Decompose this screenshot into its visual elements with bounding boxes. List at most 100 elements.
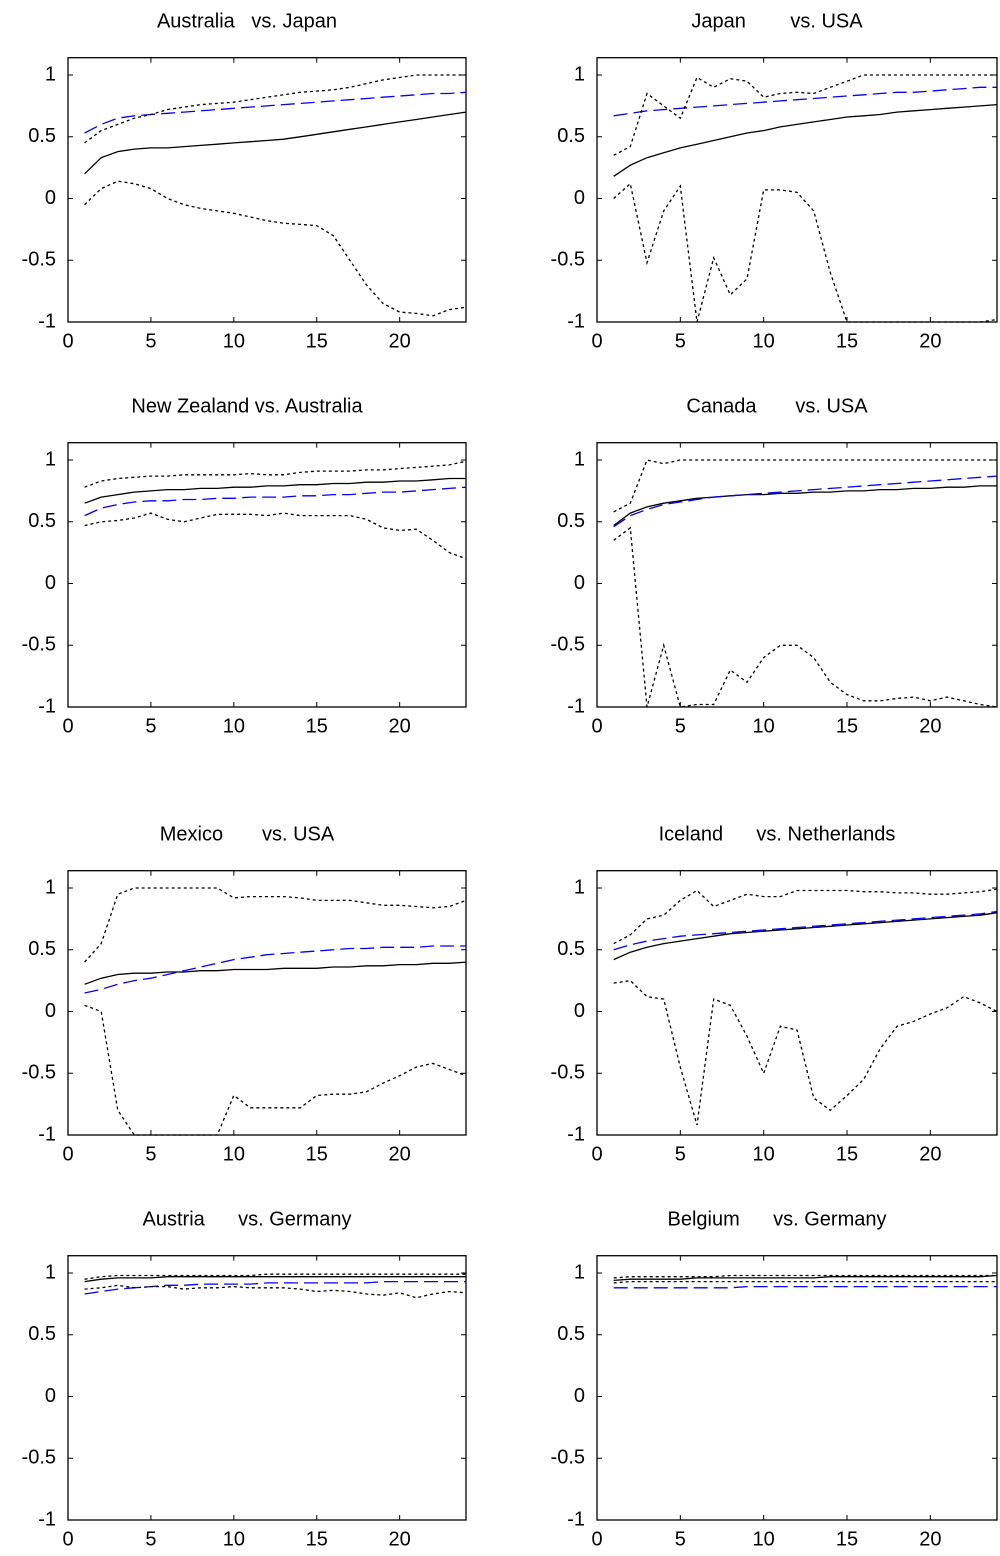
y-tick-label: 0 (574, 187, 585, 209)
x-tick-label: 0 (591, 715, 602, 737)
x-tick-label: 20 (919, 1143, 941, 1165)
x-tick-label: 20 (919, 330, 941, 352)
y-tick-label: -0.5 (22, 249, 56, 271)
y-tick-label: -1 (567, 1123, 585, 1145)
x-tick-label: 15 (836, 1528, 858, 1550)
x-tick-label: 5 (145, 1143, 156, 1165)
series-line (613, 888, 998, 945)
x-tick-label: 20 (389, 330, 411, 352)
y-tick-label: 0 (574, 1385, 585, 1407)
series-line (84, 945, 466, 994)
series-line (613, 1285, 997, 1289)
plot-frame (67, 1255, 467, 1521)
y-tick-label: 0.5 (28, 938, 56, 960)
x-tick-label: 0 (62, 1143, 73, 1165)
series-line (613, 86, 997, 117)
series-line (613, 912, 998, 961)
x-tick-label: 5 (675, 1528, 686, 1550)
x-tick-label: 15 (306, 1143, 328, 1165)
y-tick-label: 0.5 (28, 1323, 56, 1345)
y-tick-label: -0.5 (551, 1447, 585, 1469)
x-tick-label: 0 (62, 330, 73, 352)
y-tick-label: -1 (38, 1508, 56, 1530)
y-tick-label: -1 (567, 1508, 585, 1530)
y-tick-label: 1 (574, 63, 585, 85)
y-tick-label: 0 (45, 187, 56, 209)
x-tick-label: 10 (753, 330, 775, 352)
series-line (84, 74, 466, 144)
x-tick-label: 20 (389, 1143, 411, 1165)
series-line (84, 111, 467, 175)
x-tick-label: 0 (591, 1528, 602, 1550)
x-tick-label: 5 (675, 715, 686, 737)
plot-frame (596, 1255, 998, 1521)
x-tick-label: 20 (389, 715, 411, 737)
series-line (84, 1004, 467, 1136)
x-tick-label: 10 (223, 1528, 245, 1550)
y-tick-label: 0 (574, 572, 585, 594)
y-tick-label: 1 (574, 876, 585, 898)
x-tick-label: 5 (675, 330, 686, 352)
x-tick-label: 10 (223, 715, 245, 737)
x-tick-label: 0 (62, 1528, 73, 1550)
series-line (613, 1274, 998, 1282)
y-tick-label: 1 (574, 448, 585, 470)
x-tick-label: 5 (675, 1143, 686, 1165)
series-line (613, 74, 997, 156)
y-tick-label: -0.5 (551, 634, 585, 656)
plot-frame (596, 57, 998, 323)
y-tick-label: -0.5 (22, 1447, 56, 1469)
chart-title: Iceland vs. Netherlands (659, 823, 896, 845)
series-line (613, 485, 997, 527)
y-tick-label: 0.5 (557, 938, 585, 960)
x-tick-label: 10 (753, 715, 775, 737)
chart-title: Japan vs. USA (691, 10, 863, 32)
x-tick-label: 15 (306, 1528, 328, 1550)
series-line (613, 182, 998, 323)
series-line (84, 1280, 466, 1295)
y-tick-label: 1 (45, 1261, 56, 1283)
x-tick-label: 0 (591, 330, 602, 352)
chart-title: Mexico vs. USA (160, 823, 335, 845)
y-tick-label: 1 (45, 63, 56, 85)
series-line (84, 180, 467, 317)
series-line (613, 1280, 997, 1284)
x-tick-label: 5 (145, 330, 156, 352)
series-line (84, 887, 467, 963)
x-tick-label: 15 (306, 715, 328, 737)
series-line (84, 486, 467, 517)
series-line (84, 1273, 466, 1280)
chart-title: Austria vs. Germany (143, 1208, 352, 1230)
y-tick-label: 0 (45, 572, 56, 594)
series-line (613, 459, 997, 513)
y-tick-label: -0.5 (551, 249, 585, 271)
y-tick-label: -0.5 (551, 1062, 585, 1084)
y-tick-label: -0.5 (22, 634, 56, 656)
y-tick-label: -1 (567, 310, 585, 332)
plot-frame (596, 442, 998, 708)
x-tick-label: 10 (753, 1143, 775, 1165)
x-tick-label: 5 (145, 715, 156, 737)
x-tick-label: 15 (306, 330, 328, 352)
y-tick-label: 0 (45, 1000, 56, 1022)
series-line (84, 477, 466, 504)
chart-title: Belgium vs. Germany (668, 1208, 887, 1230)
y-tick-label: 0.5 (557, 125, 585, 147)
series-line (613, 979, 998, 1126)
series-line (613, 475, 998, 528)
x-tick-label: 10 (753, 1528, 775, 1550)
x-tick-label: 20 (389, 1528, 411, 1550)
series-line (613, 1274, 997, 1279)
series-line (613, 103, 998, 177)
y-tick-label: 0.5 (557, 510, 585, 532)
chart-title: New Zealand vs. Australia (131, 395, 363, 417)
series-line (84, 1276, 466, 1283)
y-tick-label: 0 (45, 1385, 56, 1407)
y-tick-label: 0.5 (28, 125, 56, 147)
series-line (84, 512, 467, 560)
chart-title: Australia vs. Japan (157, 10, 337, 32)
y-tick-label: 1 (574, 1261, 585, 1283)
x-tick-label: 5 (145, 1528, 156, 1550)
x-tick-label: 0 (591, 1143, 602, 1165)
